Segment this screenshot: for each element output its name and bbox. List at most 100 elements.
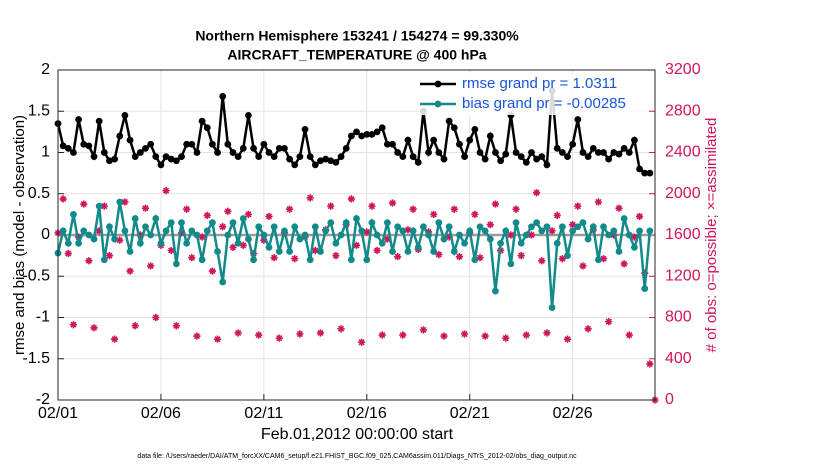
y-tick-label: 2 — [41, 61, 50, 78]
series-marker — [512, 149, 520, 156]
obs-count-marker — [296, 330, 304, 338]
series-marker — [445, 117, 453, 125]
series-marker — [306, 153, 314, 161]
series-marker — [70, 149, 77, 156]
series-marker — [250, 256, 257, 264]
obs-count-marker — [517, 252, 525, 260]
obs-count-marker — [594, 198, 602, 206]
series-marker — [296, 153, 304, 161]
series-marker — [579, 219, 587, 227]
obs-count-marker — [635, 212, 644, 221]
legend-label: bias grand pr = -0.00285 — [462, 95, 626, 112]
x-tick-label: 02/06 — [141, 405, 181, 422]
obs-count-marker — [327, 202, 335, 210]
series-marker — [471, 256, 479, 264]
series-marker — [193, 231, 201, 239]
obs-count-marker — [404, 226, 412, 234]
obs-count-marker — [198, 233, 206, 241]
series-marker — [116, 198, 124, 206]
series-marker — [430, 136, 438, 144]
obs-count-marker — [533, 189, 541, 197]
obs-count-marker — [147, 262, 155, 270]
obs-count-marker — [430, 210, 438, 218]
series-marker — [353, 215, 360, 222]
obs-count-marker — [394, 253, 402, 261]
series-marker — [286, 248, 293, 255]
series-marker — [322, 227, 330, 235]
series-marker — [378, 124, 386, 132]
series-marker — [59, 142, 67, 150]
obs-count-marker — [126, 267, 134, 275]
series-marker — [486, 235, 494, 243]
obs-count-marker — [599, 255, 608, 263]
series-marker — [183, 239, 191, 247]
series-marker — [363, 256, 371, 264]
series-marker — [594, 256, 602, 264]
series-marker — [502, 227, 510, 235]
y2-tick-label: 1600 — [665, 226, 701, 243]
series-marker — [522, 231, 530, 239]
series-marker — [476, 223, 484, 231]
series-marker — [234, 239, 242, 247]
series-marker — [100, 256, 108, 264]
obs-count-marker — [121, 198, 129, 206]
series-marker — [90, 235, 98, 243]
series-marker — [332, 159, 340, 166]
series-marker — [188, 227, 196, 235]
series-marker — [486, 132, 494, 140]
series-marker — [64, 239, 72, 247]
series-marker — [492, 149, 499, 156]
series-marker — [497, 157, 505, 165]
series-marker — [404, 136, 412, 144]
series-marker — [574, 223, 582, 231]
obs-count-marker — [193, 332, 201, 340]
series-marker — [203, 124, 211, 132]
obs-count-marker — [641, 269, 649, 277]
series-marker — [157, 239, 165, 247]
y-tick-label: -1.5 — [22, 350, 50, 367]
series-marker — [409, 153, 417, 161]
series-marker — [569, 227, 577, 235]
y2-tick-label: 0 — [665, 391, 674, 408]
series-marker — [414, 243, 422, 251]
series-marker — [414, 159, 422, 166]
series-marker — [404, 248, 412, 255]
obs-count-marker — [383, 235, 391, 243]
series-marker — [646, 169, 654, 177]
chart-title: Northern Hemisphere 153241 / 154274 = 99… — [195, 28, 519, 44]
series-marker — [615, 248, 623, 255]
obs-count-marker — [311, 246, 319, 255]
obs-count-marker — [558, 255, 566, 263]
obs-count-marker — [136, 231, 144, 239]
obs-count-marker — [625, 331, 633, 339]
series-marker — [625, 231, 633, 239]
y-tick-label: 0 — [41, 226, 50, 243]
obs-count-marker — [213, 335, 222, 343]
series-marker — [620, 215, 628, 222]
series-marker — [394, 223, 402, 231]
obs-count-marker — [548, 227, 556, 235]
series-marker — [450, 248, 458, 255]
series-marker — [358, 132, 366, 140]
series-marker — [646, 227, 654, 235]
series-marker — [394, 149, 402, 156]
obs-count-marker — [481, 332, 489, 340]
series-marker — [497, 239, 505, 247]
obs-count-marker — [563, 335, 572, 343]
series-marker — [353, 128, 360, 136]
series-marker — [70, 210, 77, 218]
obs-count-marker — [183, 205, 191, 213]
obs-count-marker — [455, 253, 464, 261]
series-marker — [291, 223, 299, 231]
x-tick-label: 02/01 — [38, 405, 78, 422]
series-marker — [126, 136, 134, 144]
series-marker — [610, 227, 618, 235]
y-axis-label: rmse and bias (model - observation) — [11, 115, 28, 355]
obs-count-marker — [352, 241, 361, 249]
series-marker — [584, 235, 592, 243]
series-marker — [636, 165, 643, 173]
series-marker — [363, 130, 371, 138]
series-marker — [373, 128, 381, 136]
obs-count-marker — [270, 254, 278, 262]
series-marker — [275, 144, 283, 152]
